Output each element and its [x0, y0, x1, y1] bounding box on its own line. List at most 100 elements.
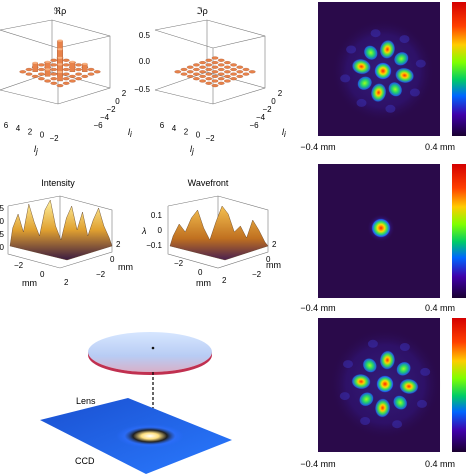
wavefront-y-ticks: 2 0 −2	[252, 240, 277, 279]
bar-disc	[38, 67, 45, 72]
x-left-label: −0.4 mm	[300, 303, 335, 313]
bar-disc	[180, 72, 188, 76]
bar-disc	[236, 74, 244, 78]
imag-z-tick: −0.5	[134, 85, 150, 94]
axis-tick: 0	[196, 131, 201, 140]
bar	[69, 61, 76, 72]
bar-disc	[236, 65, 244, 69]
intensity-y-tick: −2	[96, 270, 106, 279]
bar-disc	[75, 72, 82, 76]
bar-top	[57, 70, 63, 74]
axis-tick: −6	[93, 121, 103, 130]
bar-disc	[62, 63, 70, 67]
bar-top	[57, 63, 63, 66]
wavefront-z-tick: 0.1	[151, 211, 163, 220]
bar-disc	[248, 70, 256, 74]
bar-disc	[62, 72, 70, 76]
bar-disc	[236, 70, 244, 74]
imag-box	[154, 19, 266, 105]
bar-disc	[211, 56, 219, 60]
outer-lobe	[415, 59, 426, 68]
wavefront-surface	[169, 205, 269, 261]
bar-disc	[62, 77, 70, 81]
intensity-x-tick: 2	[64, 278, 69, 287]
bar-disc	[224, 70, 231, 74]
lens-label: Lens	[76, 396, 96, 406]
petal	[393, 51, 410, 67]
petal	[358, 391, 375, 407]
bar-disc	[50, 81, 58, 85]
bar-disc	[224, 61, 231, 65]
center-spot	[371, 218, 391, 238]
bar-disc	[50, 72, 58, 76]
bar-disc	[62, 67, 70, 72]
ccd-label: CCD	[75, 456, 95, 466]
bar-disc	[186, 74, 194, 78]
imag-z-tick: 0.0	[139, 57, 151, 66]
intensity-z-tick: 10	[0, 243, 5, 252]
bar-disc	[230, 77, 237, 81]
axis-tick: −2	[205, 134, 215, 143]
bar-disc	[62, 58, 70, 62]
bar-disc	[69, 79, 76, 83]
x-left-label: −0.4 mm	[300, 459, 335, 469]
colorbar	[452, 318, 466, 452]
outer-lobe	[367, 339, 378, 348]
bar-disc	[25, 67, 33, 72]
bar-disc	[38, 72, 45, 76]
bar-disc	[211, 84, 219, 88]
bar-disc	[50, 58, 58, 62]
outer-lobe	[417, 399, 427, 408]
image-panel-2: −0.4 mm 0.4 mm	[300, 164, 466, 313]
bar-top	[69, 60, 75, 63]
petal	[351, 373, 372, 390]
bar-disc	[87, 67, 95, 72]
axis-tick: −4	[256, 113, 266, 122]
intensity-plot: Intensity 25 20 15 10 −2 0 2 mm 2 0 −2 m…	[0, 178, 133, 288]
intensity-box	[7, 195, 113, 269]
outer-lobe	[340, 74, 351, 83]
outer-lobe	[420, 367, 431, 376]
real-part-title: ℜρ	[54, 6, 66, 16]
bar-disc	[199, 65, 206, 69]
bar-disc	[87, 72, 95, 76]
real-li-label: li	[128, 127, 132, 139]
bar-disc	[50, 77, 58, 81]
lens-disk	[88, 332, 212, 372]
bar-disc	[75, 67, 82, 72]
wavefront-x-tick: 0	[198, 268, 203, 277]
bar-top	[57, 56, 63, 59]
imag-li-label: li	[282, 127, 286, 139]
center-spot	[376, 375, 394, 393]
intensity-surface	[9, 199, 113, 261]
ccd-spot	[116, 424, 184, 448]
intensity-y-ticks: 2 0 −2	[96, 240, 121, 279]
outer-lobe	[399, 35, 410, 44]
outer-lobe	[399, 343, 410, 351]
image-panel-1: −0.4 mm 0.4 mm	[300, 2, 466, 152]
lens-center-dot	[151, 346, 155, 350]
outer-lobe	[370, 29, 381, 38]
bar-disc	[193, 77, 200, 81]
petal	[395, 361, 412, 377]
petal	[398, 378, 419, 395]
bar-disc	[62, 81, 70, 85]
bar-disc	[217, 77, 225, 81]
bar-disc	[211, 70, 219, 74]
bar-disc	[242, 72, 250, 76]
intensity-x-tick: 0	[40, 270, 45, 279]
intensity-y-unit: mm	[118, 262, 133, 272]
petal	[392, 394, 408, 411]
axis-tick: 2	[122, 89, 127, 98]
outer-lobe	[339, 392, 350, 401]
bar-disc	[224, 74, 231, 78]
wavefront-x-ticks: −2 0 2	[174, 259, 227, 285]
bar-disc	[75, 63, 82, 67]
petal	[394, 67, 415, 84]
wavefront-z-label: λ	[141, 226, 146, 236]
wavefront-z-tick: 0	[158, 226, 163, 235]
outer-lobe	[360, 417, 371, 425]
petal	[362, 357, 378, 374]
intensity-z-tick: 20	[0, 217, 5, 226]
bar	[32, 62, 38, 72]
